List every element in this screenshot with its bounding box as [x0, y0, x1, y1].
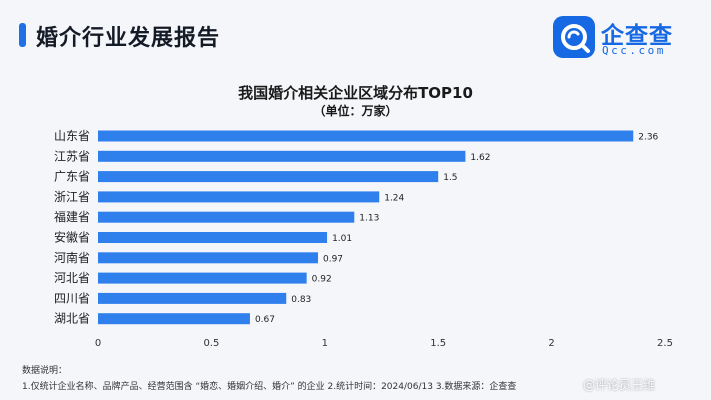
category-label: 河北省 [54, 271, 90, 285]
bar [98, 171, 439, 183]
value-label: 1.62 [470, 153, 490, 163]
category-label: 河南省 [54, 250, 90, 265]
report-title: 婚介行业发展报告 [36, 26, 221, 51]
bar [98, 130, 634, 142]
category-label: 安徽省 [54, 230, 90, 245]
header-accent-bar [19, 23, 26, 47]
value-label: 1.5 [443, 173, 457, 183]
x-tick-label: 2 [548, 338, 554, 349]
value-label: 0.97 [323, 254, 343, 264]
chart-subtitle: （单位：万家） [313, 104, 398, 118]
x-tick-label: 1 [322, 338, 328, 349]
category-label: 湖北省 [54, 311, 90, 326]
bar [98, 313, 250, 325]
value-label: 0.67 [255, 315, 275, 325]
category-label: 福建省 [54, 209, 90, 224]
category-label: 四川省 [54, 291, 90, 305]
qcc-logo-domain: Qcc.com [602, 44, 666, 57]
value-label: 2.36 [638, 133, 658, 143]
bar [98, 232, 328, 243]
value-label: 1.01 [332, 234, 352, 244]
bar [98, 252, 318, 264]
bar [98, 292, 287, 304]
bar [98, 191, 380, 203]
chart-title: 我国婚介相关企业区域分布TOP10 [238, 84, 473, 102]
notes-heading: 数据说明： [22, 366, 68, 376]
value-label: 0.83 [291, 295, 311, 305]
value-label: 1.24 [384, 193, 404, 203]
bar [98, 272, 307, 284]
qcc-logo-name: 企查查 [601, 23, 673, 49]
category-label: 广东省 [54, 170, 90, 184]
notes-text: 1.仅统计企业名称、品牌产品、经营范围含 “婚恋、婚姻介绍、婚介” 的企业 2.… [22, 382, 517, 392]
watermark-text: @评论员王维 [583, 378, 656, 392]
category-label: 浙江省 [54, 190, 90, 204]
category-label: 山东省 [54, 129, 90, 143]
value-label: 1.13 [359, 214, 379, 224]
x-tick-label: 1.5 [430, 338, 446, 349]
x-tick-label: 0 [95, 338, 101, 349]
value-label: 0.92 [312, 275, 332, 285]
bar [98, 150, 466, 162]
qcc-logo-icon [553, 16, 595, 58]
bar [98, 211, 355, 223]
x-tick-label: 2.5 [657, 338, 673, 349]
x-tick-label: 0.5 [203, 338, 219, 349]
category-label: 江苏省 [54, 149, 90, 163]
qcc-logo: 企查查 Qcc.com [553, 16, 693, 60]
